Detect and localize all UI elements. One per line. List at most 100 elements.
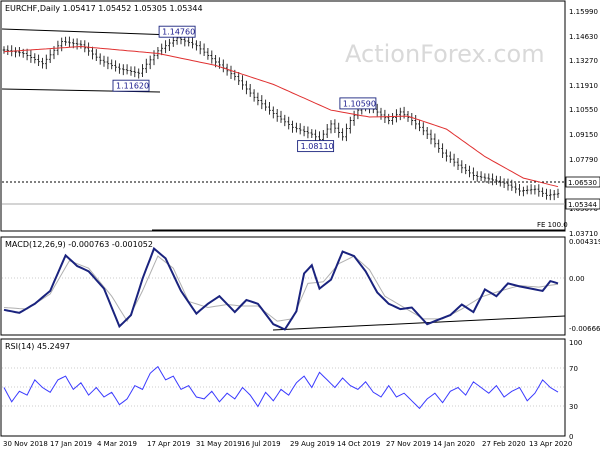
price-y-tick: 1.11910 <box>569 82 598 90</box>
price-bar <box>98 53 102 65</box>
price-bar <box>445 149 448 162</box>
price-bar <box>506 178 510 191</box>
x-tick-label: 4 Mar 2019 <box>97 440 137 448</box>
price-bar <box>114 60 117 72</box>
macd-trendline <box>272 315 566 331</box>
price-y-tick: 1.09150 <box>569 131 598 139</box>
macd-panel-frame <box>0 236 566 336</box>
price-panel-frame <box>0 0 566 232</box>
x-tick-label: 17 Apr 2019 <box>147 440 190 448</box>
rsi-y-tick: 0 <box>569 433 573 441</box>
price-bar <box>33 53 37 64</box>
rsi-y-tick: 70 <box>569 365 578 373</box>
price-bar <box>275 109 279 122</box>
price-annotation-box <box>339 97 377 110</box>
price-bar <box>387 113 390 125</box>
price-bar <box>456 158 460 170</box>
price-bar <box>248 84 252 97</box>
price-annotation-box <box>297 140 335 153</box>
annotation-boxes: 1.14760 1.11620 1.10590 1.08110 <box>112 25 377 153</box>
price-bar <box>399 107 402 121</box>
price-bar <box>206 48 210 60</box>
price-bar <box>483 173 487 183</box>
price-bar <box>452 153 456 167</box>
price-bar <box>164 40 167 54</box>
price-bar <box>429 129 433 145</box>
price-bar <box>202 43 206 56</box>
x-tick-label: 14 Oct 2019 <box>337 440 380 448</box>
x-tick-label: 30 Nov 2018 <box>3 440 48 448</box>
price-bar <box>168 38 171 51</box>
price-bar <box>472 167 475 181</box>
current-price-tag <box>565 198 600 210</box>
price-bar <box>268 102 271 115</box>
price-bar <box>125 64 129 75</box>
price-bar <box>14 47 17 58</box>
price-annotation-label: 1.08110 <box>301 142 334 151</box>
price-bar <box>549 189 552 201</box>
price-bar <box>291 120 294 133</box>
price-bar <box>302 125 306 137</box>
price-bar <box>352 110 356 126</box>
price-panel-title: EURCHF,Daily 1.05417 1.05452 1.05305 1.0… <box>5 4 203 13</box>
price-bar <box>518 184 521 196</box>
price-bar <box>145 58 148 73</box>
price-bar <box>37 54 40 66</box>
price-bar <box>87 42 90 56</box>
price-bar <box>25 48 29 61</box>
price-bar <box>329 120 333 134</box>
price-bar <box>541 187 544 197</box>
price-bar <box>6 45 10 55</box>
price-bar <box>160 43 163 56</box>
price-bar <box>341 128 344 141</box>
price-bar <box>337 122 340 138</box>
x-tick-label: 29 Aug 2019 <box>290 440 335 448</box>
price-bar <box>195 40 198 51</box>
price-bar <box>60 37 63 52</box>
price-bar <box>306 126 310 139</box>
x-tick-label: 31 May 2019 <box>196 440 242 448</box>
rsi-y-tick: 100 <box>569 339 582 347</box>
price-bar <box>475 171 479 182</box>
upper-trendline <box>1 28 174 36</box>
price-bar <box>106 56 110 70</box>
price-bar <box>137 68 140 79</box>
price-bar <box>298 123 302 135</box>
price-y-tick: 1.07790 <box>569 156 598 164</box>
price-bar <box>314 129 317 142</box>
price-bar <box>75 38 79 50</box>
price-bar <box>460 160 464 174</box>
price-y-tick: 1.03710 <box>569 230 598 238</box>
rsi-panel-frame <box>0 338 566 437</box>
price-bar <box>495 175 498 185</box>
macd-y-tick: -0.006663 <box>569 325 600 333</box>
price-bar <box>241 75 244 90</box>
price-bar <box>245 80 248 95</box>
price-bar <box>252 89 256 102</box>
price-annotation-label: 1.11620 <box>116 82 149 91</box>
price-bar <box>433 133 437 148</box>
price-bar <box>222 59 225 73</box>
price-bar <box>187 36 190 47</box>
price-bar <box>122 64 125 76</box>
price-bar <box>64 36 67 46</box>
price-bar <box>83 40 87 53</box>
price-bar <box>141 64 144 77</box>
price-bar <box>237 72 240 85</box>
price-bar <box>256 92 260 106</box>
price-bar <box>499 176 502 187</box>
rsi-line <box>3 365 559 410</box>
price-bar <box>410 113 414 126</box>
price-bar <box>418 119 421 132</box>
price-bar <box>514 182 517 194</box>
price-bar <box>491 173 494 186</box>
price-bar <box>264 99 267 111</box>
price-bar <box>295 122 298 133</box>
price-bar <box>449 151 452 163</box>
price-bar <box>102 55 106 67</box>
price-y-tick: 1.13270 <box>569 57 598 65</box>
price-y-tick: 1.10550 <box>569 106 598 114</box>
price-bar <box>468 165 471 178</box>
macd-signal-line <box>3 255 559 323</box>
